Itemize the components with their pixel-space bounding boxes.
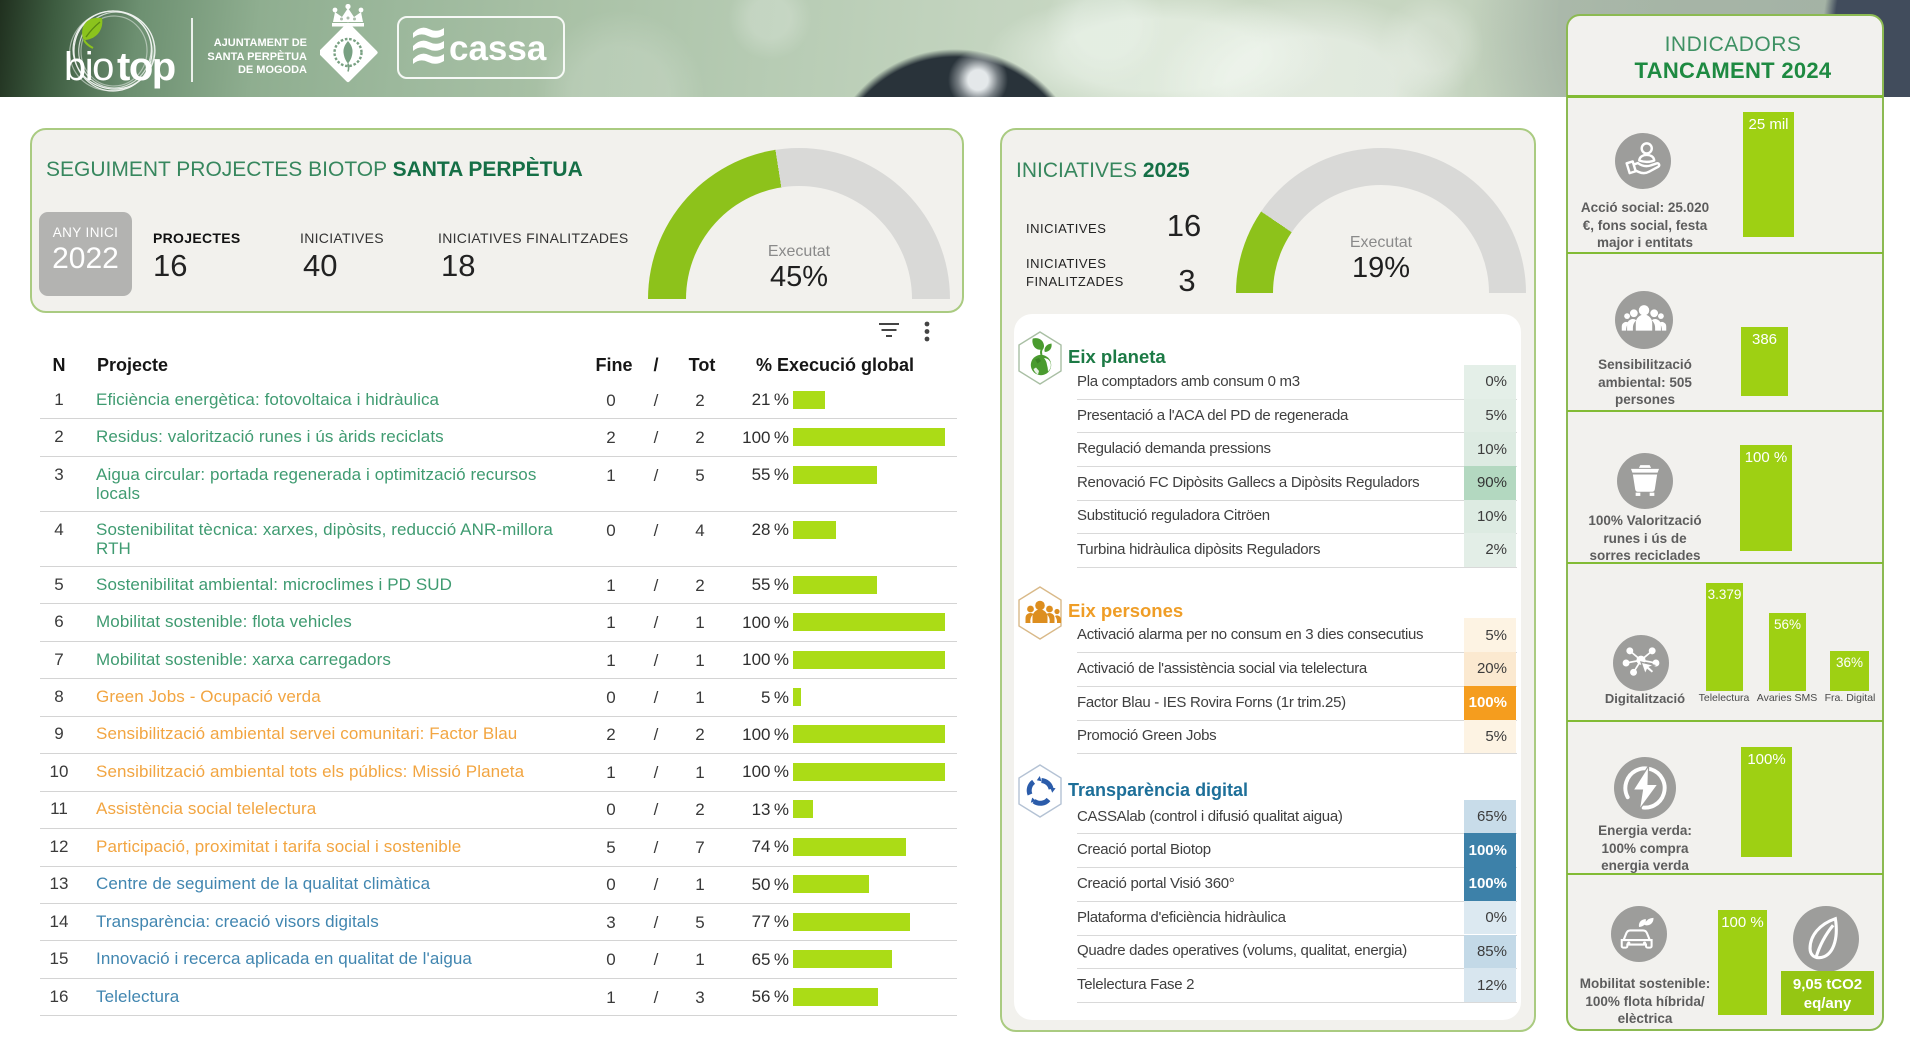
svg-text:bio: bio <box>64 45 113 89</box>
svg-text:top: top <box>117 45 175 89</box>
